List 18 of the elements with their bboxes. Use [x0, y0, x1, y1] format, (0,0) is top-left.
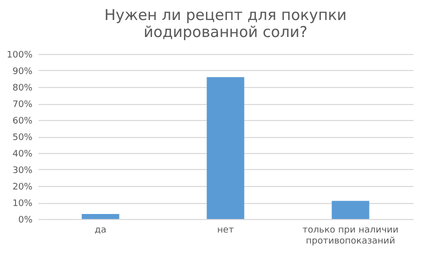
y-tick-label: 50%	[12, 133, 33, 143]
y-tick-label: 40%	[12, 150, 33, 160]
x-tick-label: только при наличии противопоказаний	[302, 226, 399, 246]
y-tick-label: 0%	[18, 216, 33, 226]
y-tick-label: 20%	[12, 182, 33, 192]
y-tick-label: 10%	[12, 199, 33, 209]
y-tick-label: 90%	[12, 67, 33, 77]
x-tick-label: да	[94, 226, 106, 236]
bar	[206, 77, 244, 219]
y-tick-label: 60%	[12, 116, 33, 126]
bar	[332, 200, 370, 219]
bar	[82, 214, 120, 219]
x-tick-label: нет	[217, 226, 234, 236]
y-tick-label: 100%	[6, 50, 33, 60]
y-tick-label: 80%	[12, 84, 33, 94]
chart-title: Нужен ли рецепт для покупки йодированной соли?	[104, 6, 347, 41]
y-tick-label: 30%	[12, 166, 33, 176]
y-tick-label: 70%	[12, 100, 33, 110]
